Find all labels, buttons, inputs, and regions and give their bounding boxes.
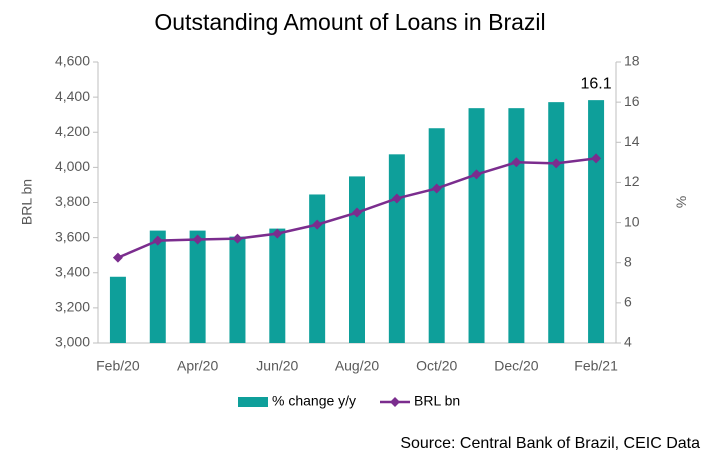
chart-title: Outstanding Amount of Loans in Brazil	[154, 9, 545, 35]
bar	[149, 230, 166, 343]
x-tick-label: Oct/20	[416, 358, 457, 374]
y2-tick-label: 14	[624, 133, 640, 149]
bar	[548, 102, 565, 344]
marker	[551, 158, 562, 169]
y2-tick-label: 4	[624, 334, 632, 350]
bar	[428, 128, 445, 343]
marker	[192, 234, 203, 245]
marker	[152, 235, 163, 246]
x-tick-label: Feb/20	[96, 358, 140, 374]
legend-label: BRL bn	[414, 393, 460, 409]
legend-swatch	[238, 397, 268, 407]
x-tick-label: Jun/20	[256, 358, 298, 374]
y2-axis-label: %	[673, 196, 689, 208]
bar	[109, 276, 126, 343]
y-tick-label: 3,000	[55, 334, 90, 350]
y2-tick-label: 16	[624, 93, 640, 109]
marker	[471, 169, 482, 180]
x-tick-label: Dec/20	[494, 358, 539, 374]
bar	[349, 176, 365, 343]
bar	[468, 108, 485, 344]
marker	[312, 219, 323, 230]
y-tick-label: 3,800	[55, 193, 90, 209]
x-tick-label: Aug/20	[335, 358, 380, 374]
marker	[272, 228, 283, 239]
bar	[388, 154, 405, 343]
source: Source: Central Bank of Brazil, CEIC Dat…	[400, 435, 700, 452]
y2-tick-label: 10	[624, 213, 640, 229]
y-axis-label: BRL bn	[19, 179, 35, 225]
y-tick-label: 3,200	[55, 299, 90, 315]
bar	[189, 230, 206, 343]
data-label: 16.1	[581, 75, 612, 92]
y2-tick-label: 18	[624, 53, 640, 69]
y-tick-label: 4,400	[55, 88, 90, 104]
legend-swatch	[390, 397, 400, 407]
bar	[508, 108, 525, 344]
marker	[591, 153, 602, 164]
y2-tick-label: 6	[624, 294, 632, 310]
x-tick-label: Apr/20	[177, 358, 218, 374]
y2-tick-label: 12	[624, 173, 640, 189]
bar	[309, 194, 326, 343]
x-tick-label: Feb/21	[574, 358, 618, 374]
marker	[511, 157, 522, 168]
marker	[391, 193, 402, 204]
y-tick-label: 4,000	[55, 158, 90, 174]
marker	[112, 252, 123, 263]
bar	[229, 236, 246, 343]
marker	[352, 207, 362, 218]
marker	[232, 233, 243, 244]
marker	[431, 183, 442, 194]
y-tick-label: 4,200	[55, 123, 90, 139]
y-tick-label: 4,600	[55, 53, 90, 69]
y-tick-label: 3,600	[55, 228, 90, 244]
bar	[269, 228, 286, 343]
bar	[588, 100, 605, 343]
y2-tick-label: 8	[624, 253, 632, 269]
y-tick-label: 3,400	[55, 263, 90, 279]
legend-label: % change y/y	[272, 393, 356, 409]
